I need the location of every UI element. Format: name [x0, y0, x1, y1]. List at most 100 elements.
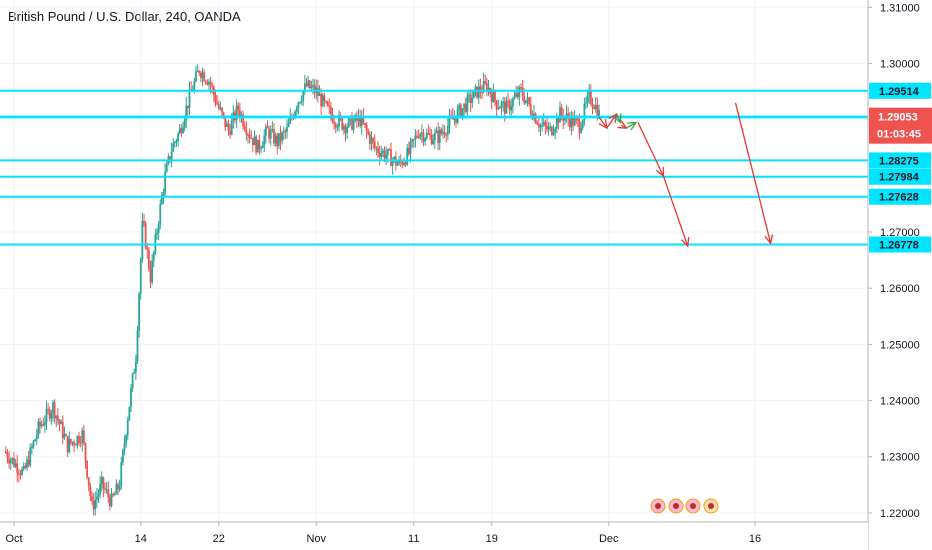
candle-body: [516, 92, 519, 98]
candle-body: [221, 107, 223, 113]
candle-body: [594, 104, 597, 109]
time-axis[interactable]: Oct 14 22 Nov 11 19 Dec 16: [0, 521, 868, 550]
candle-body: [526, 97, 529, 101]
candle-body: [305, 83, 308, 86]
candle-body: [528, 97, 531, 105]
current-price-tag[interactable]: [869, 107, 932, 144]
candle-body: [417, 137, 420, 139]
candle-body: [495, 100, 498, 110]
candle-body: [279, 133, 282, 142]
candle-body: [185, 105, 188, 121]
projection-arrow[interactable]: [637, 122, 664, 177]
candle-body: [198, 70, 201, 74]
candle-body: [170, 151, 173, 160]
price-tick-label: 1.23000: [880, 452, 920, 464]
candle-body: [446, 125, 449, 135]
horizontal-levels[interactable]: [0, 89, 868, 246]
candle-body: [247, 134, 249, 136]
candle-body: [502, 101, 505, 103]
candle-body: [195, 71, 197, 82]
arrow-head: [598, 119, 608, 130]
candle-body: [409, 141, 412, 154]
candle-body: [521, 87, 524, 97]
candle-body: [464, 103, 467, 112]
candle-body: [147, 250, 150, 269]
level-price-tag[interactable]: [869, 236, 931, 253]
event-markers[interactable]: [650, 498, 719, 514]
candle-body: [424, 138, 427, 142]
projection-arrow[interactable]: [662, 175, 689, 247]
candle-body: [177, 133, 180, 141]
candle-body: [225, 123, 228, 127]
candle-body: [78, 436, 80, 443]
candle-body: [344, 125, 347, 134]
candle-body: [94, 499, 97, 510]
candle-body: [416, 135, 418, 138]
price-tick-label: 1.24000: [880, 396, 920, 408]
candle-body: [65, 434, 67, 436]
candle-body: [302, 91, 305, 101]
candle-body: [487, 88, 490, 92]
level-price-tag[interactable]: [869, 188, 931, 205]
candle-body: [362, 116, 365, 124]
candle-body: [472, 89, 475, 99]
candle-body: [243, 126, 246, 130]
candle-body: [258, 139, 261, 150]
candle-body: [536, 123, 539, 125]
price-tick-label: 1.25000: [880, 339, 920, 351]
candle-body: [492, 90, 495, 103]
candle-body: [121, 450, 124, 463]
candle-body: [438, 129, 441, 143]
candle-body: [390, 149, 392, 166]
candle-body: [294, 111, 297, 118]
candle-body: [523, 96, 526, 103]
candle-body: [425, 133, 428, 139]
projection-arrow[interactable]: [598, 116, 608, 129]
candle-body: [16, 463, 19, 474]
candle-body: [494, 90, 496, 101]
event-dot-icon: [673, 503, 679, 509]
candle-body: [235, 105, 238, 121]
candle-body: [596, 104, 599, 118]
candle-body: [27, 459, 30, 466]
candle-body: [152, 252, 155, 261]
candle-body: [79, 442, 82, 444]
candle-body: [570, 115, 573, 128]
candle-body: [71, 441, 74, 444]
candle-body: [313, 85, 316, 93]
candle-body: [310, 86, 313, 89]
candle-body: [287, 123, 290, 127]
candle-body: [435, 130, 438, 133]
candle-body: [274, 135, 277, 144]
projection-arrow[interactable]: [734, 102, 772, 244]
projection-arrows[interactable]: [598, 102, 774, 248]
candle-body: [35, 435, 38, 440]
candle-body: [370, 138, 373, 145]
candle-body: [89, 486, 92, 497]
candle-body: [99, 484, 102, 494]
candle-body: [336, 126, 339, 128]
candle-body: [186, 105, 189, 109]
candle-body: [245, 129, 248, 135]
candle-body: [92, 500, 95, 510]
candle-body: [557, 117, 560, 123]
projection-arrow[interactable]: [606, 113, 618, 129]
candle-body: [264, 126, 267, 136]
candle-body: [383, 150, 386, 159]
candle-body: [76, 436, 79, 445]
candle-body: [156, 232, 158, 235]
price-axis[interactable]: 1.310001.300001.290001.280001.270001.260…: [867, 0, 932, 550]
projection-arrow[interactable]: [625, 121, 637, 129]
candle-body: [255, 136, 258, 153]
candle-body: [242, 114, 245, 127]
candle-body: [30, 447, 33, 449]
projection-arrow[interactable]: [615, 113, 622, 123]
price-tick-label: 1.27000: [880, 227, 920, 239]
candle-body: [347, 118, 350, 127]
candle-body: [113, 494, 116, 496]
level-price-tag[interactable]: [869, 82, 931, 99]
level-price-tag[interactable]: [869, 168, 931, 185]
level-price-tag[interactable]: [869, 152, 931, 169]
price-tick-label: 1.31000: [880, 2, 920, 14]
